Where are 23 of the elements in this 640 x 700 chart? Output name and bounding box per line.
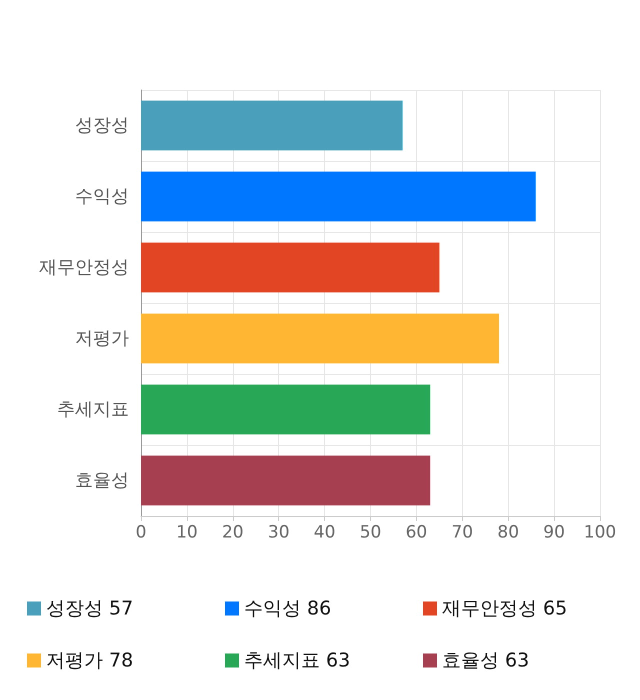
x-tick-label: 80 [497, 522, 520, 542]
x-tick-label: 100 [584, 522, 616, 542]
legend-label: 추세지표 63 [244, 650, 350, 672]
y-tick-label: 재무안정성 [39, 257, 129, 278]
legend-label: 효율성 63 [442, 650, 530, 672]
legend-label: 재무안정성 65 [442, 598, 568, 620]
y-tick-label: 수익성 [75, 186, 129, 207]
x-tick-label: 30 [268, 522, 290, 542]
y-tick-label: 추세지표 [57, 399, 129, 420]
x-tick-label: 10 [176, 522, 198, 542]
x-tick-label: 40 [314, 522, 336, 542]
x-tick-label: 90 [543, 522, 565, 542]
x-tick-label: 50 [360, 522, 382, 542]
x-tick-label: 60 [406, 522, 428, 542]
legend-label: 저평가 78 [46, 650, 134, 672]
x-tick-label: 0 [136, 522, 146, 542]
y-tick-label: 효율성 [75, 470, 129, 491]
legend-label: 수익성 86 [244, 598, 332, 620]
x-tick-label: 70 [451, 522, 474, 542]
legend-label: 성장성 57 [46, 598, 134, 620]
y-tick-label: 저평가 [75, 328, 129, 349]
y-tick-label: 성장성 [75, 115, 129, 136]
x-tick-label: 20 [222, 522, 244, 542]
